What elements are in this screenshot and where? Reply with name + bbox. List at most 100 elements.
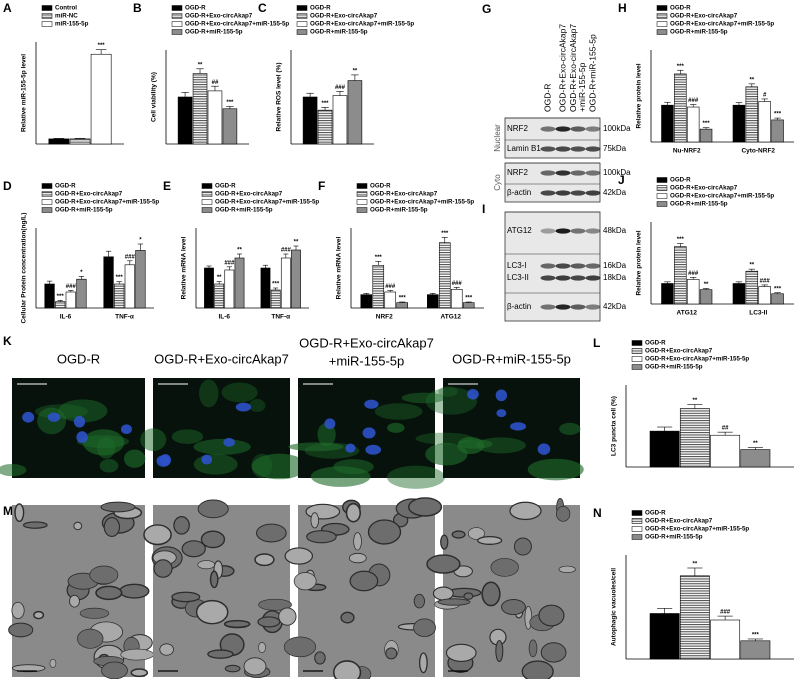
error-bar [105,250,112,257]
legend-swatch [41,199,53,205]
organelle [306,530,337,544]
bar [462,302,475,309]
significance-label: *** [774,112,782,118]
significance-label: ** [693,562,698,568]
significance-label: *** [677,237,685,243]
size-label: 42kDa [603,188,627,197]
organelle [119,583,150,599]
panel-letter: E [163,179,171,193]
significance-label: *** [375,255,383,261]
legend-swatch [171,29,183,35]
organelle [513,537,532,556]
organelle [197,560,216,570]
organelle [528,639,538,658]
cytoplasm [387,422,405,433]
panel-letter: D [3,179,12,193]
bar [317,109,333,145]
nucleus [537,443,551,455]
band [555,275,571,281]
error-bar [717,615,733,620]
significance-label: *** [98,43,106,49]
blot-frame [504,162,601,203]
organelle [495,639,504,663]
size-label: 18kDa [603,273,627,282]
error-bar [137,243,144,251]
error-bar [453,287,460,290]
organelle [89,565,119,585]
organelle [49,658,57,668]
significance-label: *** [441,231,449,237]
organelle [407,497,443,517]
panel-letter: B [133,1,142,15]
size-label: 100kDa [603,124,631,133]
bar [234,257,245,309]
significance-label: *** [774,286,782,292]
bar [745,270,759,305]
panel-letter: I [482,202,485,216]
error-bar [465,301,472,303]
cytoplasm [457,436,485,455]
bar [65,291,76,309]
x-tick-label: TNF-α [271,314,290,321]
x-tick-label: NRF2 [376,314,393,321]
organelle [33,610,45,620]
bar [135,250,146,309]
error-bar [236,253,243,258]
bar [224,269,235,309]
legend-swatch [656,13,668,19]
legend-swatch [656,193,668,199]
legend-label: OGD-R+Exo-circAkap7+miR-155-5p [670,193,774,200]
organelle [353,532,362,551]
legend-label: OGD-R [185,5,206,12]
bar [114,283,125,309]
error-bar [774,292,781,294]
significance-label: ** [198,62,203,68]
legend-swatch [356,207,368,213]
bar-chart: F OGD-ROGD-R+Exo-circAkap7OGD-R+Exo-circA… [318,179,484,321]
organelle [332,660,362,679]
significance-label: *** [677,64,685,70]
organelle [103,517,121,538]
bar-chart: D OGD-ROGD-R+Exo-circAkap7OGD-R+Exo-circA… [3,179,159,323]
legend-label: OGD-R+miR-155-5p [55,207,113,214]
band [555,190,571,196]
band [570,146,586,152]
y-axis-label: Autophagic vacuoles/cell [611,568,618,646]
x-tick-label: ATG12 [441,314,462,321]
significance-label: ** [704,282,709,288]
organelle [197,499,229,519]
organelle [385,647,398,660]
cytoplasm [0,463,27,477]
organelle [451,530,466,539]
error-bar [387,290,394,292]
error-bar [375,261,382,266]
organelle [540,642,567,663]
legend-swatch [41,21,53,27]
image-title: OGD-R+miR-155-5p [452,351,571,366]
legend-label: miR-NC [55,13,78,20]
legend-label: OGD-R+miR-155-5p [185,29,243,36]
protein-label: Lamin B1 [507,144,541,153]
band [540,228,556,234]
error-bar [748,83,756,87]
error-bar [226,266,232,270]
organelle [445,643,477,662]
band [570,304,586,310]
organelle [284,547,314,565]
organelle [558,565,576,573]
cytoplasm [374,403,423,420]
significance-label: ### [335,85,346,91]
protein-label: NRF2 [507,124,528,133]
legend-swatch [201,191,213,197]
legend-label: OGD-R [370,183,391,190]
bar [649,430,680,468]
protein-label: β-actin [507,188,531,197]
band [585,263,601,269]
image [415,378,584,481]
legend-label: Control [55,5,77,12]
legend-swatch [656,5,668,11]
cytoplasm [425,387,478,415]
band [585,190,601,196]
legend-swatch [631,348,643,354]
significance-label: ## [212,80,219,86]
